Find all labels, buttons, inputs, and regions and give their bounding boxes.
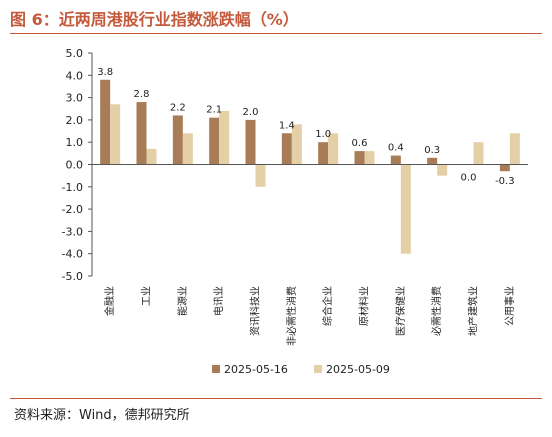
bar-2025-05-16-能源业 xyxy=(172,115,183,165)
bar-2025-05-09-必需性消费 xyxy=(437,164,448,176)
bar-2025-05-16-医疗保健业 xyxy=(390,155,401,165)
data-labels: 3.8 2.8 2.2 2.1 2.0 1.4 1.0 0.6 0.4 0.3 0.0 -0.3 xyxy=(97,67,514,187)
y-tick-label: 2.0 xyxy=(66,114,84,127)
category-label: 综合企业 xyxy=(321,286,334,326)
bars xyxy=(100,79,520,254)
figure-title: 图 6：近两周港股行业指数涨跌幅（%） xyxy=(10,10,299,29)
legend-label: 2025-05-09 xyxy=(326,363,390,376)
category-label: 资讯科技业 xyxy=(249,286,262,336)
bar-2025-05-16-金融业 xyxy=(100,79,111,165)
y-tick-label: -3.0 xyxy=(62,225,83,238)
title-rule xyxy=(10,33,542,34)
y-axis: 5.0 4.0 3.0 2.0 1.0 0.0 -1.0 -2.0 -3.0 -4.0 -5.0 xyxy=(62,47,93,283)
category-labels: 金融业 工业 能源业 电讯业 资讯科技业 非必需性消费 综合企业 原材料业 医疗保健业 必需性消费… xyxy=(103,286,516,346)
bar-2025-05-09-医疗保健业 xyxy=(400,164,411,254)
bar-2025-05-16-工业 xyxy=(136,102,147,165)
y-tick-label: 4.0 xyxy=(66,69,84,82)
data-label: 0.3 xyxy=(424,145,440,156)
y-tick-label: -2.0 xyxy=(62,203,83,216)
data-label: 2.0 xyxy=(243,107,259,118)
bar-2025-05-09-非必需性消费 xyxy=(291,124,302,165)
data-label: 2.8 xyxy=(134,89,150,100)
bar-2025-05-09-原材料业 xyxy=(364,151,375,165)
bar-2025-05-09-公用事业 xyxy=(509,133,520,165)
category-label: 非必需性消费 xyxy=(285,286,298,346)
bar-2025-05-16-综合企业 xyxy=(318,142,329,165)
y-tick-label: -4.0 xyxy=(62,248,83,261)
data-label: 3.8 xyxy=(97,67,113,78)
bar-2025-05-09-资讯科技业 xyxy=(255,164,266,187)
legend-swatch xyxy=(212,365,220,373)
bar-2025-05-09-工业 xyxy=(146,148,157,165)
bar-2025-05-16-原材料业 xyxy=(354,151,365,165)
data-label: 2.2 xyxy=(170,102,186,113)
data-label: 0.0 xyxy=(461,173,477,184)
category-label: 工业 xyxy=(141,286,153,306)
y-tick-label: -5.0 xyxy=(62,270,83,283)
bar-2025-05-09-地产建筑业 xyxy=(473,142,484,165)
bar-chart: 5.0 4.0 3.0 2.0 1.0 0.0 -1.0 -2.0 -3.0 -4.0 -5.0 3… xyxy=(62,47,528,376)
category-label: 电讯业 xyxy=(212,286,225,316)
category-label: 金融业 xyxy=(103,286,116,316)
bottom-rule xyxy=(10,398,542,399)
data-label: 0.4 xyxy=(388,143,404,154)
bar-2025-05-16-电讯业 xyxy=(209,117,220,165)
category-label: 医疗保健业 xyxy=(394,286,407,336)
y-tick-label: 0.0 xyxy=(66,159,84,172)
legend-swatch xyxy=(314,365,322,373)
bar-2025-05-16-非必需性消费 xyxy=(281,133,292,165)
y-tick-label: 1.0 xyxy=(66,136,84,149)
category-label: 原材料业 xyxy=(358,286,371,326)
legend-label: 2025-05-16 xyxy=(224,363,288,376)
data-label: -0.3 xyxy=(495,176,515,187)
category-label: 公用事业 xyxy=(503,286,516,326)
data-label: 1.4 xyxy=(279,120,295,131)
source-note: 资料来源：Wind，德邦研究所 xyxy=(14,408,190,423)
bar-2025-05-09-综合企业 xyxy=(328,133,339,165)
category-label: 地产建筑业 xyxy=(467,286,480,336)
y-tick-label: 5.0 xyxy=(66,47,84,60)
category-label: 必需性消费 xyxy=(430,286,443,336)
category-label: 能源业 xyxy=(176,286,189,316)
bar-2025-05-09-金融业 xyxy=(110,104,121,165)
y-tick-label: -1.0 xyxy=(62,181,83,194)
data-label: 1.0 xyxy=(315,129,331,140)
data-label: 0.6 xyxy=(352,138,368,149)
data-label: 2.1 xyxy=(206,105,222,116)
bar-2025-05-16-公用事业 xyxy=(499,164,510,172)
bar-2025-05-16-资讯科技业 xyxy=(245,119,256,165)
legend: 2025-05-16 2025-05-09 xyxy=(212,363,390,376)
y-tick-label: 3.0 xyxy=(66,92,84,105)
bar-2025-05-16-必需性消费 xyxy=(427,157,438,165)
bar-2025-05-09-电讯业 xyxy=(219,110,230,165)
bar-2025-05-09-能源业 xyxy=(182,133,193,165)
